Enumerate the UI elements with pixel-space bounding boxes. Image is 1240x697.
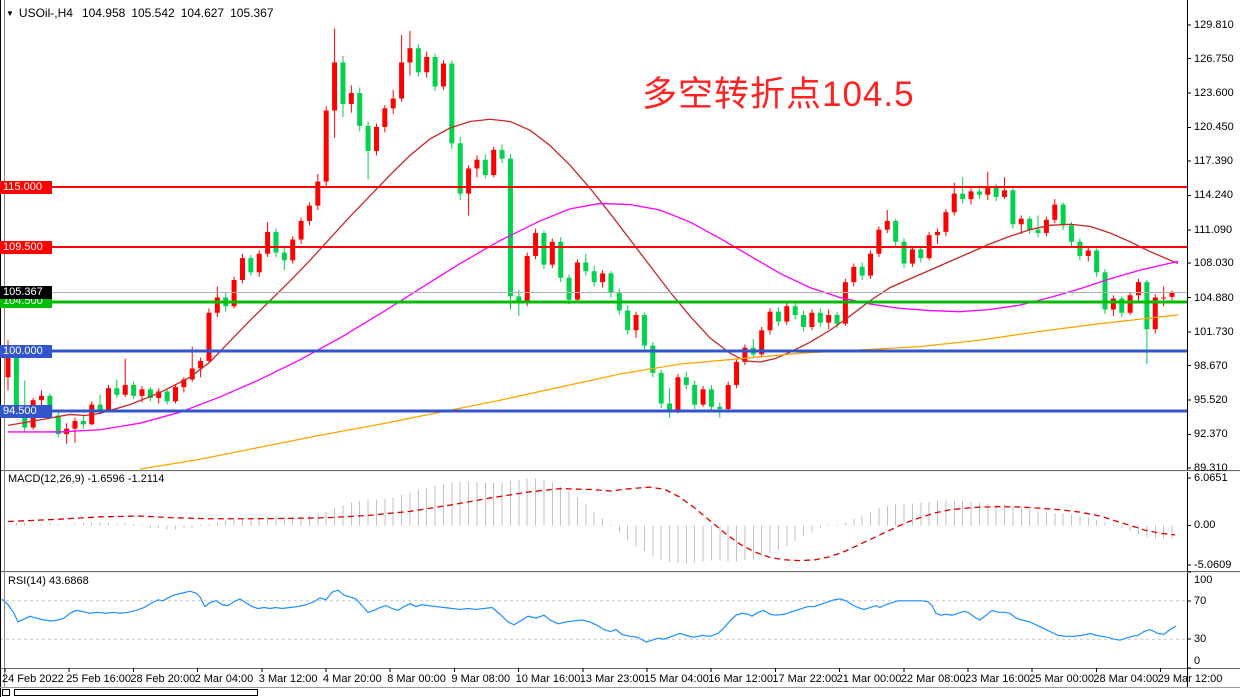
rsi-tick-label: 0: [1194, 655, 1201, 667]
scrollbar-thumb[interactable]: [14, 689, 258, 696]
price-tick-label: 117.390: [1194, 154, 1233, 167]
date-label: 24 Feb 2022: [2, 673, 64, 685]
date-label: 9 Mar 08:00: [451, 673, 511, 685]
price-tick-label: 111.090: [1194, 223, 1233, 236]
date-label: 28 Feb 20:00: [130, 673, 196, 685]
date-label: 10 Mar 16:00: [515, 673, 581, 685]
ohlc-open: 104.958: [81, 6, 126, 20]
date-label: 4 Mar 20:00: [323, 673, 382, 685]
date-label: 2 Mar 04:00: [194, 673, 254, 685]
price-tag-115.000: 115.000: [0, 180, 52, 194]
macd-histogram: [7, 478, 1173, 563]
date-label: 16 Mar 12:00: [708, 673, 774, 685]
macd-panel[interactable]: [0, 472, 1187, 570]
price-tag-94.500: 94.500: [0, 404, 52, 418]
price-tick-label: 114.240: [1194, 189, 1233, 202]
rsi-tick-label: 30: [1194, 633, 1207, 646]
date-label: 29 Mar 12:00: [1157, 673, 1223, 685]
price-tick-label: 95.520: [1194, 394, 1228, 406]
rsi-indicator-label: RSI(14) 43.6868: [8, 575, 89, 587]
macd-indicator-label: MACD(12,26,9) -1.6596 -1.2114: [8, 473, 165, 485]
macd-signal-line: [7, 486, 1176, 562]
price-tick-label: 101.730: [1194, 326, 1234, 339]
price-tag-109.500: 109.500: [0, 240, 52, 254]
rsi-line: [1, 589, 1177, 643]
date-label: 28 Mar 04:00: [1093, 673, 1159, 685]
price-tick-label: 89.310: [1194, 461, 1228, 474]
date-label: 25 Mar 00:00: [1029, 673, 1095, 685]
date-label: 25 Feb 16:00: [66, 673, 132, 685]
price-tick-label: 120.450: [1194, 121, 1234, 134]
macd-tick-label: -5.0609: [1194, 559, 1232, 571]
macd-tick-label: 0.00: [1194, 519, 1216, 532]
price-tag-100.000: 100.000: [0, 344, 52, 358]
ohlc-high: 105.542: [131, 6, 175, 20]
ma-mid-line: [8, 202, 1179, 433]
date-label: 13 Mar 23:00: [579, 673, 645, 685]
ma-slow-line: [139, 314, 1179, 470]
ohlc-close: 105.367: [230, 6, 274, 20]
date-label: 23 Mar 16:00: [965, 673, 1030, 685]
rsi-tick-label: 100: [1194, 574, 1213, 586]
rsi-tick-label: 70: [1194, 594, 1207, 607]
date-label: 22 Mar 08:00: [900, 673, 966, 685]
price-tag-current: 105.367: [0, 285, 52, 299]
date-label: 17 Mar 22:00: [772, 673, 838, 685]
macd-tick-label: 6.0651: [1194, 472, 1228, 484]
price-tick-label: 104.880: [1194, 291, 1234, 304]
date-label: 8 Mar 00:00: [387, 673, 446, 685]
collapse-indicator-icon[interactable]: ▼: [6, 9, 14, 18]
price-tick-label: 126.750: [1194, 52, 1234, 65]
price-tick-label: 123.600: [1194, 87, 1234, 100]
chart-title: ▼ USOil-,H4 104.958 105.542 104.627 105.367: [6, 6, 280, 20]
scrollbar-button[interactable]: [2, 689, 10, 696]
rsi-panel[interactable]: [0, 573, 1187, 667]
price-tick-label: 108.030: [1194, 257, 1234, 270]
ma-fast-line: [7, 118, 1179, 427]
price-tick-label: 92.370: [1194, 428, 1228, 441]
date-label: 21 Mar 00:00: [836, 673, 902, 685]
ohlc-low: 104.627: [180, 6, 225, 20]
date-label: 3 Mar 12:00: [258, 673, 318, 685]
main-chart-panel[interactable]: [0, 0, 1187, 469]
price-tick-label: 129.810: [1194, 19, 1234, 32]
price-tick-label: 98.670: [1194, 359, 1228, 372]
date-label: 15 Mar 04:00: [644, 673, 709, 685]
annotation-text: 多空转折点104.5: [642, 75, 915, 114]
symbol-timeframe: USOil-,H4: [18, 6, 73, 20]
